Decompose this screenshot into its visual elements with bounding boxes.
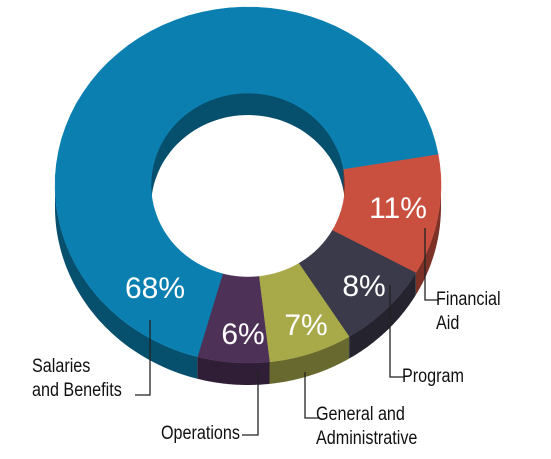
slice-side <box>269 336 350 384</box>
slice <box>54 6 439 358</box>
slice-inner-wall <box>151 93 344 207</box>
category-label: Program <box>402 366 464 387</box>
category-label: Financial Aid <box>436 289 501 334</box>
slice-side <box>55 185 198 379</box>
category-label: Operations <box>160 423 240 444</box>
category-label: General and Administrative <box>316 404 418 449</box>
value-label: 8% <box>342 270 385 303</box>
category-label: Salaries and Benefits <box>32 356 123 401</box>
slice-side <box>349 272 416 359</box>
slice-side <box>415 185 441 295</box>
slice-side <box>197 356 270 385</box>
leader-line <box>135 320 151 396</box>
value-label: 68% <box>125 272 185 305</box>
leader-line <box>304 372 320 419</box>
value-label: 6% <box>221 318 264 351</box>
value-label: 11% <box>369 192 427 225</box>
leader-line <box>424 228 438 301</box>
leader-line <box>242 372 259 436</box>
leader-line <box>389 285 405 378</box>
value-label: 7% <box>284 309 327 342</box>
